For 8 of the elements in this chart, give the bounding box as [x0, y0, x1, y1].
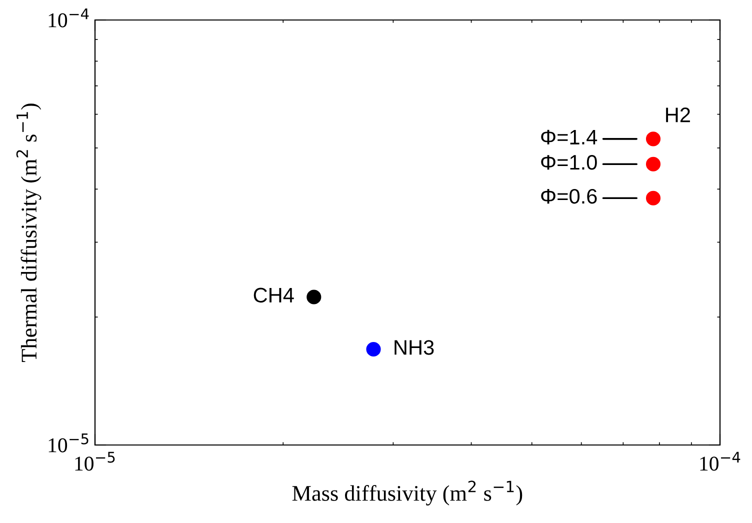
- annotation: NH3: [394, 340, 434, 355]
- y-axis-title: Thermal diffusivity (m$^{2}$ s$^{−1}$): [16, 104, 42, 362]
- annotation: Φ=0.6: [541, 188, 597, 204]
- annotation: Φ=1.4: [541, 130, 598, 144]
- annotation: H2: [666, 108, 690, 122]
- x-axis-title: Mass diffusivity (m$^{2}$ s$^{−1}$): [292, 480, 522, 506]
- annotation: CH4: [254, 288, 294, 303]
- annotation: Φ=1.0: [541, 154, 597, 170]
